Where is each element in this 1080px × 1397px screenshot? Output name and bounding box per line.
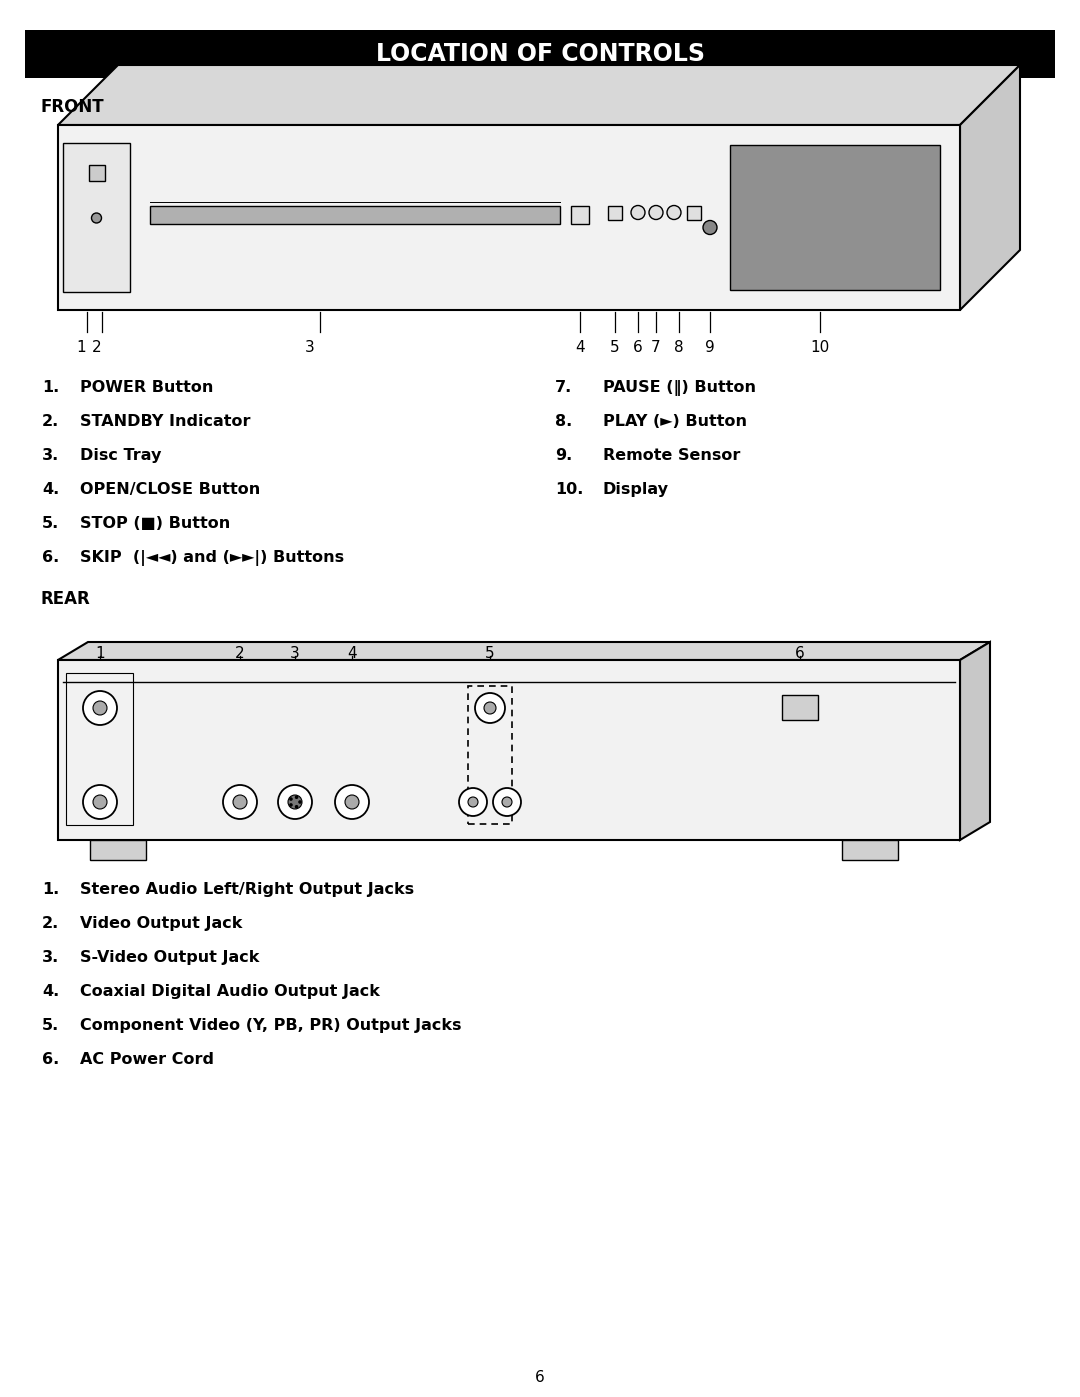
- Bar: [58, 124, 960, 310]
- Text: 1.: 1.: [42, 882, 59, 897]
- Text: 2: 2: [235, 645, 245, 661]
- Polygon shape: [960, 643, 990, 840]
- Text: Video Output Jack: Video Output Jack: [80, 916, 242, 930]
- Circle shape: [289, 803, 293, 806]
- Circle shape: [93, 701, 107, 715]
- Bar: [571, 205, 589, 224]
- Text: 4.: 4.: [42, 983, 59, 999]
- Text: Remote Sensor: Remote Sensor: [603, 448, 741, 462]
- Text: POWER Button: POWER Button: [80, 380, 214, 395]
- Text: PLAY (►) Button: PLAY (►) Button: [603, 414, 747, 429]
- Text: 4: 4: [347, 645, 356, 661]
- Polygon shape: [58, 643, 990, 659]
- Text: Stereo Audio Left/Right Output Jacks: Stereo Audio Left/Right Output Jacks: [80, 882, 414, 897]
- Text: 2.: 2.: [42, 916, 59, 930]
- Bar: [687, 205, 701, 219]
- Circle shape: [83, 692, 117, 725]
- Bar: [150, 205, 561, 224]
- Circle shape: [631, 205, 645, 219]
- Circle shape: [667, 205, 681, 219]
- Circle shape: [295, 805, 298, 809]
- Circle shape: [92, 212, 102, 224]
- Circle shape: [475, 693, 505, 724]
- Text: AC Power Cord: AC Power Cord: [80, 1052, 214, 1067]
- Text: 8.: 8.: [555, 414, 572, 429]
- Circle shape: [345, 795, 359, 809]
- Text: Disc Tray: Disc Tray: [80, 448, 161, 462]
- Text: STANDBY Indicator: STANDBY Indicator: [80, 414, 251, 429]
- Text: 7: 7: [651, 339, 661, 355]
- Text: LOCATION OF CONTROLS: LOCATION OF CONTROLS: [376, 42, 704, 66]
- Text: 4: 4: [576, 339, 584, 355]
- Text: 3: 3: [306, 339, 315, 355]
- Text: SKIP  (|◄◄) and (►►|) Buttons: SKIP (|◄◄) and (►►|) Buttons: [80, 550, 345, 566]
- Text: FRONT: FRONT: [40, 98, 104, 116]
- Text: S-Video Output Jack: S-Video Output Jack: [80, 950, 259, 965]
- Circle shape: [278, 785, 312, 819]
- Bar: [58, 659, 960, 840]
- Circle shape: [649, 205, 663, 219]
- Bar: [782, 694, 818, 719]
- Text: REAR: REAR: [40, 590, 90, 608]
- Text: 1.: 1.: [42, 380, 59, 395]
- Bar: [90, 840, 146, 861]
- Text: 6.: 6.: [42, 1052, 59, 1067]
- Circle shape: [93, 795, 107, 809]
- Text: 10.: 10.: [555, 482, 583, 497]
- Text: 1: 1: [95, 645, 105, 661]
- Text: 5: 5: [485, 645, 495, 661]
- Text: 3: 3: [291, 645, 300, 661]
- Circle shape: [492, 788, 521, 816]
- Polygon shape: [58, 66, 1020, 124]
- Bar: [25, 29, 1055, 78]
- Text: Coaxial Digital Audio Output Jack: Coaxial Digital Audio Output Jack: [80, 983, 380, 999]
- Text: 3.: 3.: [42, 448, 59, 462]
- Text: 4.: 4.: [42, 482, 59, 497]
- Text: PAUSE (‖) Button: PAUSE (‖) Button: [603, 380, 756, 395]
- Text: 9.: 9.: [555, 448, 572, 462]
- Bar: [66, 673, 133, 826]
- Circle shape: [502, 798, 512, 807]
- Text: 8: 8: [674, 339, 684, 355]
- Text: 5.: 5.: [42, 515, 59, 531]
- Bar: [89, 165, 105, 182]
- Circle shape: [222, 785, 257, 819]
- Text: 1: 1: [77, 339, 86, 355]
- Bar: [730, 145, 940, 291]
- Text: 5: 5: [610, 339, 620, 355]
- Circle shape: [484, 703, 496, 714]
- Circle shape: [295, 795, 298, 799]
- Bar: [63, 142, 130, 292]
- Text: 6: 6: [633, 339, 643, 355]
- Text: Display: Display: [603, 482, 669, 497]
- Text: 3.: 3.: [42, 950, 59, 965]
- Bar: [842, 840, 897, 861]
- Circle shape: [703, 221, 717, 235]
- Circle shape: [335, 785, 369, 819]
- Circle shape: [83, 785, 117, 819]
- Text: 6: 6: [535, 1370, 545, 1384]
- Circle shape: [288, 795, 302, 809]
- Bar: [468, 686, 512, 824]
- Circle shape: [468, 798, 478, 807]
- Text: STOP (■) Button: STOP (■) Button: [80, 515, 230, 531]
- Text: 5.: 5.: [42, 1018, 59, 1032]
- Text: OPEN/CLOSE Button: OPEN/CLOSE Button: [80, 482, 260, 497]
- Circle shape: [459, 788, 487, 816]
- Text: 2: 2: [92, 339, 102, 355]
- Circle shape: [298, 800, 301, 803]
- Text: 2.: 2.: [42, 414, 59, 429]
- Text: 7.: 7.: [555, 380, 572, 395]
- Text: 9: 9: [705, 339, 715, 355]
- Circle shape: [289, 798, 293, 800]
- Bar: [608, 205, 622, 219]
- Text: 6.: 6.: [42, 550, 59, 564]
- Circle shape: [233, 795, 247, 809]
- Text: 6: 6: [795, 645, 805, 661]
- Text: Component Video (Y, PB, PR) Output Jacks: Component Video (Y, PB, PR) Output Jacks: [80, 1018, 461, 1032]
- Text: 10: 10: [810, 339, 829, 355]
- Polygon shape: [960, 66, 1020, 310]
